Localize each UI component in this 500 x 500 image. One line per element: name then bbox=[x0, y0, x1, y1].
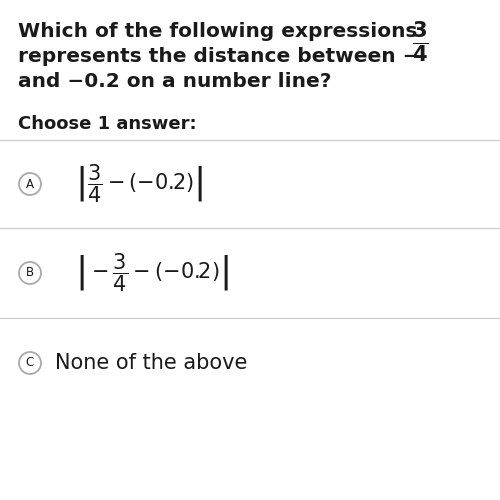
Text: Which of the following expressions: Which of the following expressions bbox=[18, 22, 417, 41]
Text: $\left|-\dfrac{3}{4} - (-0.2)\right|$: $\left|-\dfrac{3}{4} - (-0.2)\right|$ bbox=[75, 252, 229, 294]
Text: represents the distance between −: represents the distance between − bbox=[18, 47, 419, 66]
Text: C: C bbox=[26, 356, 34, 370]
Text: and −0.2 on a number line?: and −0.2 on a number line? bbox=[18, 72, 332, 91]
Text: A: A bbox=[26, 178, 34, 190]
Text: B: B bbox=[26, 266, 34, 280]
Text: $\left|\dfrac{3}{4} - (-0.2)\right|$: $\left|\dfrac{3}{4} - (-0.2)\right|$ bbox=[75, 162, 204, 206]
Text: $\mathbf{\frac{3}{4}}$: $\mathbf{\frac{3}{4}}$ bbox=[412, 20, 428, 64]
Text: None of the above: None of the above bbox=[55, 353, 248, 373]
Text: Choose 1 answer:: Choose 1 answer: bbox=[18, 115, 197, 133]
